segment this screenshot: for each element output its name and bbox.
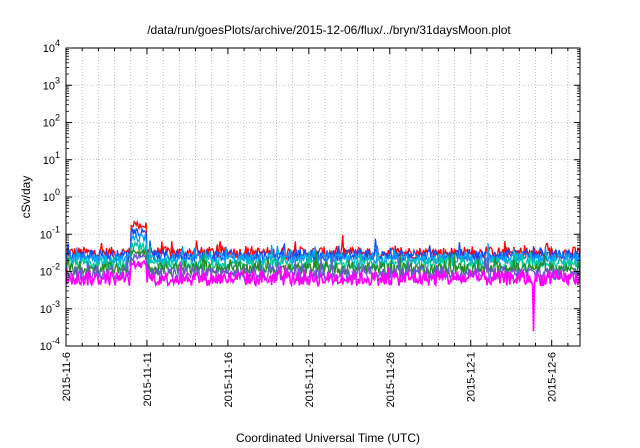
y-tick-label: 102 bbox=[43, 113, 60, 130]
y-tick-label: 103 bbox=[43, 75, 60, 92]
x-axis-label: Coordinated Universal Time (UTC) bbox=[236, 431, 420, 445]
x-tick-label: 2015-11-21 bbox=[304, 352, 316, 407]
x-tick-label: 2015-11-16 bbox=[223, 352, 235, 407]
y-tick-label: 100 bbox=[43, 187, 60, 204]
x-tick-label: 2015-11-6 bbox=[61, 352, 73, 401]
gridlines bbox=[66, 47, 580, 347]
tick-marks bbox=[65, 47, 580, 347]
x-tick-label: 2015-12-6 bbox=[547, 352, 559, 402]
plot-frame bbox=[65, 47, 581, 347]
y-tick-labels: 10-4 10-3 10-2 10-1 100 101 102 103 104 bbox=[40, 38, 60, 353]
y-tick-label: 101 bbox=[43, 150, 60, 167]
y-tick-label: 10-2 bbox=[40, 262, 60, 279]
series-line bbox=[65, 226, 581, 264]
series-line bbox=[65, 231, 581, 266]
y-tick-label: 10-1 bbox=[40, 224, 60, 241]
series-line bbox=[65, 259, 581, 332]
x-tick-labels: 2015-11-6 2015-11-11 2015-11-16 2015-11-21 2… bbox=[61, 352, 559, 407]
y-axis-label: cSv/day bbox=[19, 176, 33, 219]
y-tick-label: 104 bbox=[43, 38, 60, 55]
y-tick-label: 10-3 bbox=[40, 299, 60, 316]
y-tick-label: 10-4 bbox=[40, 336, 60, 353]
series-layer bbox=[65, 219, 581, 332]
x-tick-label: 2015-12-1 bbox=[466, 352, 478, 402]
x-tick-label: 2015-11-11 bbox=[142, 352, 154, 407]
chart-title: /data/run/goesPlots/archive/2015-12-06/f… bbox=[147, 23, 511, 37]
x-tick-label: 2015-11-26 bbox=[385, 352, 397, 407]
